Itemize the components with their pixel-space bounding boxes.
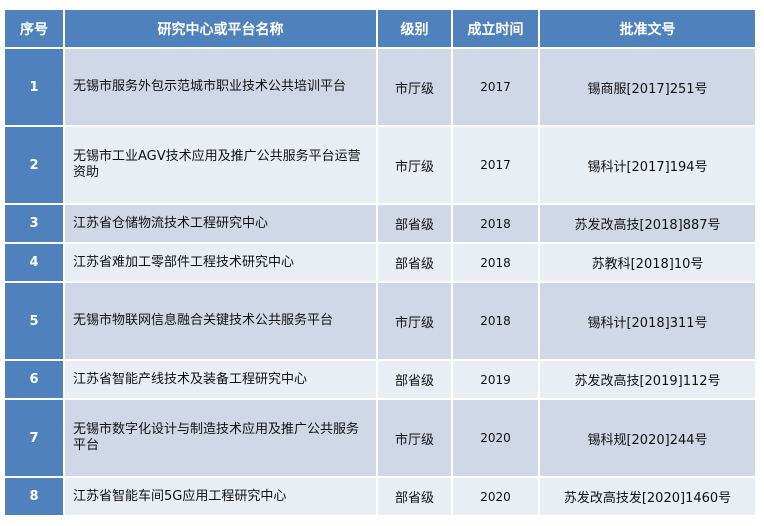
row-name: 江苏省仓储物流技术工程研究中心 [65,205,376,242]
row-approval-doc: 苏发改高技[2018]887号 [540,205,755,242]
row-index: 5 [5,283,63,359]
row-approval-doc: 苏发改高技[2019]112号 [540,361,755,398]
row-index: 6 [5,361,63,398]
row-year: 2020 [453,478,538,515]
row-approval-doc: 锡商服[2017]251号 [540,49,755,125]
row-year: 2018 [453,205,538,242]
header-year: 成立时间 [453,10,538,47]
row-name: 江苏省智能产线技术及装备工程研究中心 [65,361,376,398]
row-year: 2018 [453,244,538,281]
row-level: 部省级 [378,205,451,242]
row-index: 3 [5,205,63,242]
row-name: 江苏省智能车间5G应用工程研究中心 [65,478,376,515]
row-year: 2017 [453,127,538,203]
row-level: 部省级 [378,244,451,281]
row-index: 8 [5,478,63,515]
header-approval-doc: 批准文号 [540,10,755,47]
row-year: 2019 [453,361,538,398]
header-index: 序号 [5,10,63,47]
row-name: 无锡市服务外包示范城市职业技术公共培训平台 [65,49,376,125]
row-year: 2017 [453,49,538,125]
row-name: 无锡市工业AGV技术应用及推广公共服务平台运营资助 [65,127,376,203]
row-index: 4 [5,244,63,281]
row-level: 部省级 [378,478,451,515]
row-level: 市厅级 [378,283,451,359]
row-level: 部省级 [378,361,451,398]
row-approval-doc: 苏发改高技发[2020]1460号 [540,478,755,515]
row-name: 无锡市物联网信息融合关键技术公共服务平台 [65,283,376,359]
row-year: 2018 [453,283,538,359]
row-index: 2 [5,127,63,203]
row-name: 无锡市数字化设计与制造技术应用及推广公共服务平台 [65,400,376,476]
row-index: 1 [5,49,63,125]
research-platform-table: 序号 研究中心或平台名称 级别 成立时间 批准文号 1 无锡市服务外包示范城市职业… [5,10,755,515]
row-level: 市厅级 [378,400,451,476]
header-level: 级别 [378,10,451,47]
row-approval-doc: 苏教科[2018]10号 [540,244,755,281]
row-name: 江苏省难加工零部件工程技术研究中心 [65,244,376,281]
row-level: 市厅级 [378,127,451,203]
row-approval-doc: 锡科计[2018]311号 [540,283,755,359]
row-approval-doc: 锡科计[2017]194号 [540,127,755,203]
row-index: 7 [5,400,63,476]
header-name: 研究中心或平台名称 [65,10,376,47]
row-year: 2020 [453,400,538,476]
row-level: 市厅级 [378,49,451,125]
row-approval-doc: 锡科规[2020]244号 [540,400,755,476]
